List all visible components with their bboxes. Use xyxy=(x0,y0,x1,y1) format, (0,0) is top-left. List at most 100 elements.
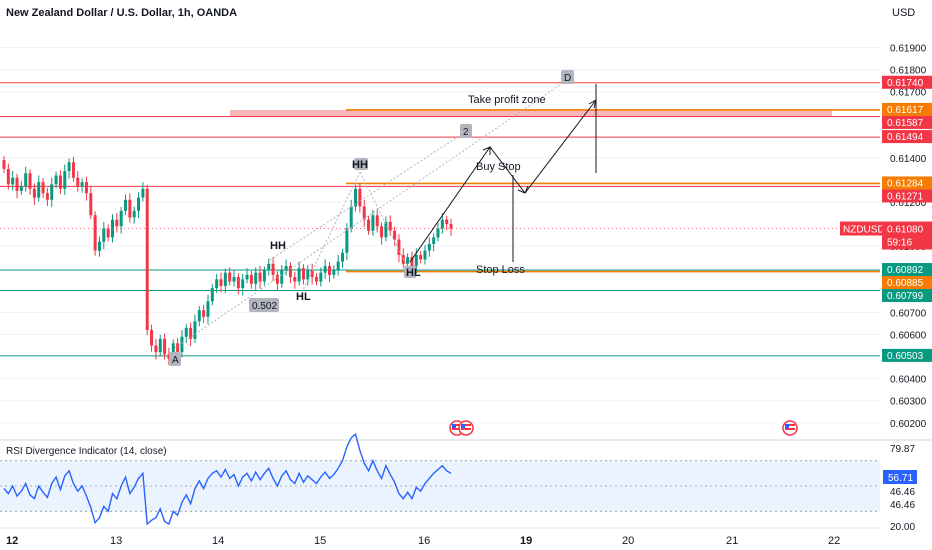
take-profit-label[interactable]: Take profit zone xyxy=(468,94,546,106)
candle-body[interactable] xyxy=(310,270,314,278)
hl-badge-2[interactable] xyxy=(404,266,416,278)
candle-body[interactable] xyxy=(58,175,62,189)
candle-body[interactable] xyxy=(97,241,101,251)
candle-body[interactable] xyxy=(15,177,19,191)
candle-body[interactable] xyxy=(293,277,297,282)
candle-body[interactable] xyxy=(137,197,141,211)
candle-body[interactable] xyxy=(215,279,219,289)
candle-body[interactable] xyxy=(228,272,232,282)
candle-body[interactable] xyxy=(76,177,80,187)
point-2-badge[interactable] xyxy=(460,124,472,138)
candle-body[interactable] xyxy=(115,219,119,227)
candle-body[interactable] xyxy=(410,257,414,267)
candle-body[interactable] xyxy=(254,272,258,284)
candle-body[interactable] xyxy=(132,210,136,218)
candle-body[interactable] xyxy=(141,188,145,198)
candle-body[interactable] xyxy=(314,277,318,282)
candle-body[interactable] xyxy=(93,215,97,251)
candle-body[interactable] xyxy=(150,330,154,346)
candle-body[interactable] xyxy=(71,162,75,178)
candle-body[interactable] xyxy=(24,173,28,187)
candle-body[interactable] xyxy=(171,343,175,359)
candle-body[interactable] xyxy=(332,270,336,275)
candle-body[interactable] xyxy=(245,274,249,280)
hh-badge-2[interactable] xyxy=(354,158,368,170)
candle-body[interactable] xyxy=(319,272,323,282)
point-d-badge[interactable] xyxy=(561,70,574,84)
candle-body[interactable] xyxy=(349,206,353,229)
candle-body[interactable] xyxy=(193,321,197,339)
candle-body[interactable] xyxy=(180,336,184,353)
candle-body[interactable] xyxy=(106,228,110,238)
candle-body[interactable] xyxy=(306,270,310,280)
candle-body[interactable] xyxy=(267,263,271,271)
candle-body[interactable] xyxy=(11,177,15,185)
pattern-line-hl-hh[interactable] xyxy=(299,171,361,297)
trend-line-upper[interactable] xyxy=(269,131,466,261)
candle-body[interactable] xyxy=(275,274,279,284)
candle-body[interactable] xyxy=(184,327,188,337)
rsi-line[interactable] xyxy=(3,432,452,526)
candle-body[interactable] xyxy=(388,221,392,231)
hl-label-1[interactable]: HL xyxy=(296,291,311,303)
candle-body[interactable] xyxy=(197,310,201,322)
candle-body[interactable] xyxy=(54,175,58,185)
projection-path[interactable] xyxy=(409,99,597,263)
candle-body[interactable] xyxy=(440,219,444,229)
candle-body[interactable] xyxy=(41,182,45,194)
candle-body[interactable] xyxy=(223,272,227,286)
time-axis[interactable]: 12 13 14 15 16 19 20 21 22 xyxy=(6,535,840,547)
candle-body[interactable] xyxy=(189,327,193,339)
candle-body[interactable] xyxy=(354,188,358,207)
symbol-title[interactable]: New Zealand Dollar / U.S. Dollar, 1h, OA… xyxy=(6,7,237,19)
candle-body[interactable] xyxy=(6,168,10,185)
candle-body[interactable] xyxy=(249,274,253,284)
candle-body[interactable] xyxy=(258,272,262,282)
candle-body[interactable] xyxy=(397,239,401,255)
current-price-tag[interactable]: NZDUSD 0.61080 59:16 xyxy=(840,221,932,250)
hh-label-1[interactable]: HH xyxy=(270,240,286,252)
rsi-title[interactable]: RSI Divergence Indicator (14, close) xyxy=(6,446,167,457)
candle-body[interactable] xyxy=(102,228,106,242)
candle-body[interactable] xyxy=(32,188,36,198)
candle-body[interactable] xyxy=(111,219,114,238)
candle-body[interactable] xyxy=(163,338,167,355)
candle-body[interactable] xyxy=(341,252,345,262)
candle-body[interactable] xyxy=(432,237,436,244)
fib-badge[interactable] xyxy=(249,298,279,312)
candle-body[interactable] xyxy=(236,277,240,289)
candle-body[interactable] xyxy=(284,266,288,271)
candle-body[interactable] xyxy=(37,182,41,198)
candle-body[interactable] xyxy=(380,226,384,238)
candle-body[interactable] xyxy=(158,338,162,353)
candle-body[interactable] xyxy=(445,219,449,225)
candle-body[interactable] xyxy=(406,257,410,264)
candle-body[interactable] xyxy=(19,186,23,191)
candle-body[interactable] xyxy=(63,171,67,189)
candle-body[interactable] xyxy=(176,343,180,353)
candle-body[interactable] xyxy=(301,268,305,280)
trend-line-a-to-d[interactable] xyxy=(174,79,568,349)
stop-loss-label[interactable]: Stop Loss xyxy=(476,264,525,276)
candle-body[interactable] xyxy=(367,219,371,231)
candle-body[interactable] xyxy=(45,193,49,200)
candle-body[interactable] xyxy=(328,266,331,275)
candle-body[interactable] xyxy=(371,215,375,231)
buy-stop-label[interactable]: Buy Stop xyxy=(476,161,521,173)
candle-body[interactable] xyxy=(345,228,349,253)
candle-body[interactable] xyxy=(210,288,214,302)
candle-body[interactable] xyxy=(323,266,327,273)
candle-body[interactable] xyxy=(145,188,149,331)
candle-body[interactable] xyxy=(362,206,366,220)
candle-body[interactable] xyxy=(262,270,266,282)
candle-body[interactable] xyxy=(241,279,245,289)
rsi-axis[interactable]: 79.87 46.46 46.46 20.00 56.71 xyxy=(883,444,917,533)
candle-body[interactable] xyxy=(449,224,453,229)
candle-body[interactable] xyxy=(288,266,292,278)
candle-body[interactable] xyxy=(297,268,301,282)
candle-body[interactable] xyxy=(423,250,427,260)
candle-body[interactable] xyxy=(219,279,223,286)
candle-body[interactable] xyxy=(50,184,54,200)
candle-body[interactable] xyxy=(358,188,362,207)
point-a-badge[interactable] xyxy=(169,352,181,366)
